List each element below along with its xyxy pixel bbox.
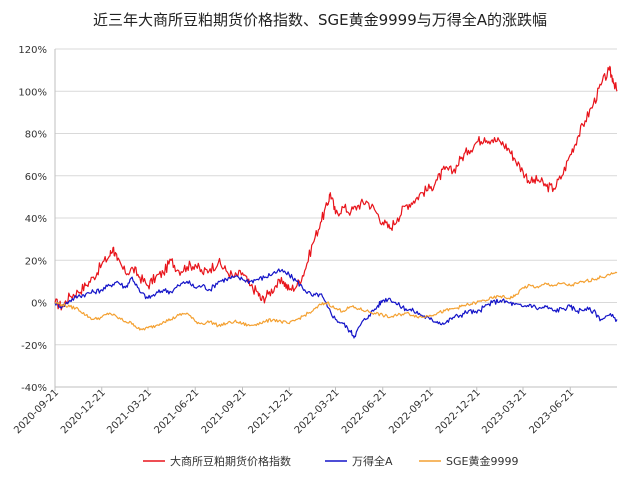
y-tick-label: 100% [18, 87, 47, 98]
legend-label: SGE黄金9999 [446, 454, 518, 468]
y-tick-label: 40% [25, 214, 47, 225]
x-tick-label: 2022-09-21 [387, 387, 436, 436]
y-tick-label: 80% [25, 130, 47, 141]
legend-label: 大商所豆粕期货价格指数 [170, 454, 291, 468]
series-line-1 [54, 268, 618, 339]
grid-lines [54, 48, 617, 388]
series-lines [54, 65, 618, 339]
y-tick-label: 0% [31, 299, 47, 310]
x-tick-label: 2023-03-21 [480, 387, 529, 436]
chart-title: 近三年大商所豆粕期货价格指数、SGE黄金9999与万得全A的涨跌幅 [93, 11, 547, 29]
y-tick-labels: -40% -20% 0% 20% 40% 60% 80% 100% 120% [18, 45, 47, 394]
legend: 大商所豆粕期货价格指数 万得全A SGE黄金9999 [143, 454, 518, 468]
x-tick-label: 2022-03-21 [293, 387, 342, 436]
series-line-2 [54, 271, 618, 331]
x-tick-label: 2021-12-21 [246, 387, 295, 436]
series-line-0 [54, 65, 618, 311]
x-tick-label: 2020-12-21 [59, 387, 108, 436]
x-tick-label: 2020-09-21 [12, 387, 61, 436]
x-tick-label: 2021-09-21 [200, 387, 249, 436]
y-tick-label: -20% [21, 341, 47, 352]
x-tick-label: 2023-06-21 [527, 387, 576, 436]
y-tick-label: -40% [21, 383, 47, 394]
y-tick-label: 120% [18, 45, 47, 56]
x-tick-label: 2022-06-21 [340, 387, 389, 436]
x-tick-labels: 2020-09-212020-12-212021-03-212021-06-21… [12, 387, 576, 436]
legend-label: 万得全A [352, 454, 393, 468]
x-tick-label: 2022-12-21 [434, 387, 483, 436]
x-tick-label: 2021-06-21 [152, 387, 201, 436]
y-tick-label: 60% [25, 172, 47, 183]
y-tick-label: 20% [25, 256, 47, 267]
x-tick-label: 2021-03-21 [105, 387, 154, 436]
